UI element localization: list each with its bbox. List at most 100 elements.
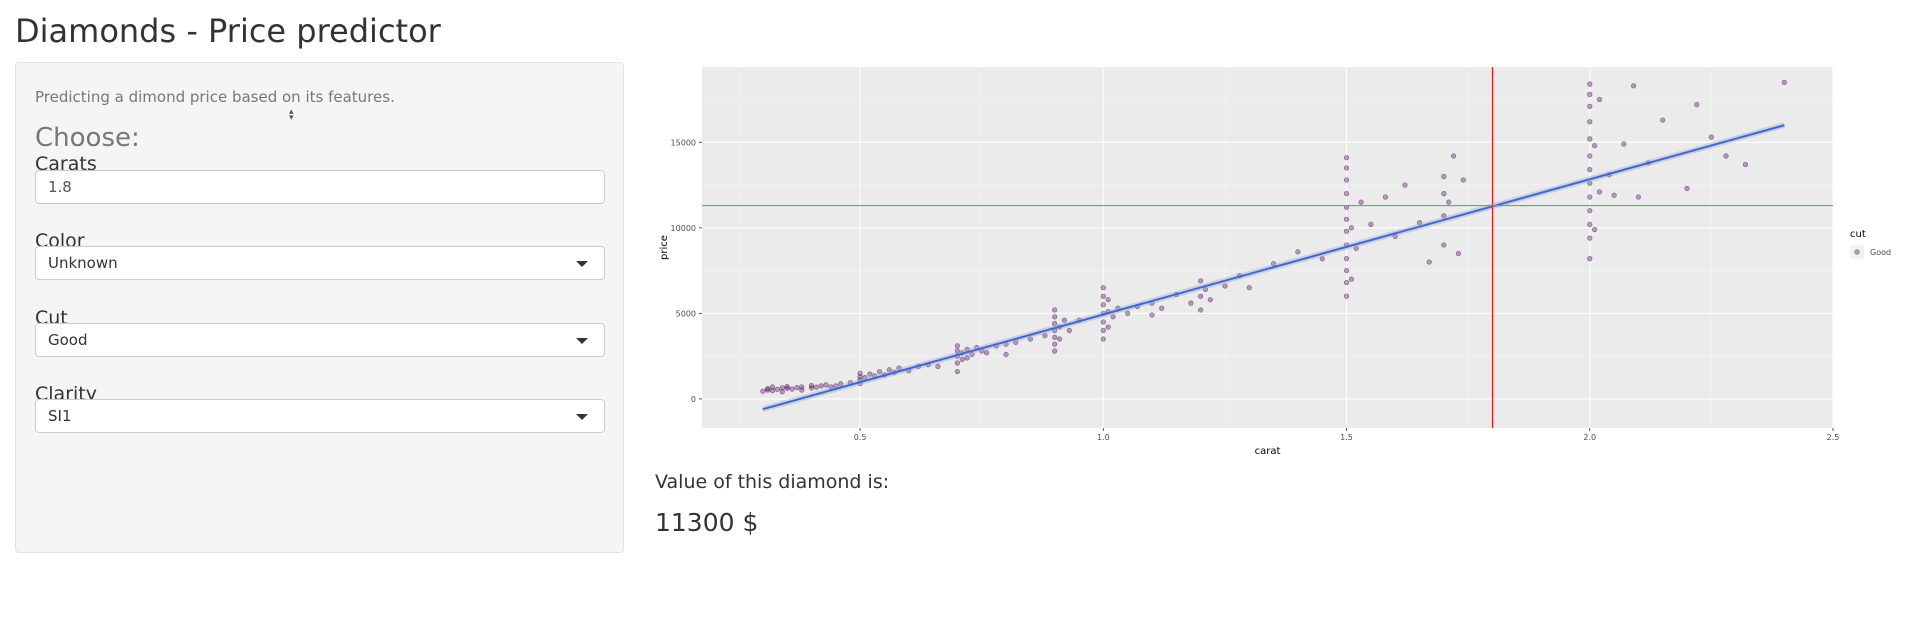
data-point bbox=[1630, 83, 1637, 89]
data-point bbox=[954, 343, 960, 349]
data-point bbox=[1426, 259, 1432, 265]
data-point bbox=[1100, 285, 1106, 291]
y-tick-label: 5000 bbox=[676, 309, 696, 318]
data-point bbox=[1441, 173, 1447, 180]
clarity-select[interactable]: SI1 bbox=[35, 399, 605, 433]
y-axis-title: price bbox=[659, 235, 670, 260]
data-point bbox=[1100, 336, 1106, 342]
data-point bbox=[1596, 189, 1603, 195]
data-point bbox=[1402, 182, 1408, 188]
data-point bbox=[769, 388, 776, 394]
data-point bbox=[1027, 336, 1033, 342]
data-point bbox=[1052, 341, 1058, 347]
data-point bbox=[1343, 155, 1350, 161]
data-point bbox=[1416, 220, 1423, 226]
data-point bbox=[1368, 221, 1374, 228]
data-point bbox=[1708, 134, 1714, 140]
data-point bbox=[1056, 336, 1063, 342]
data-point bbox=[1100, 293, 1106, 299]
data-point bbox=[774, 386, 780, 392]
data-point bbox=[1596, 96, 1603, 103]
data-point bbox=[1592, 226, 1598, 233]
data-point bbox=[1246, 285, 1252, 291]
data-point bbox=[1587, 91, 1593, 97]
data-point bbox=[1441, 242, 1447, 248]
data-point bbox=[1592, 143, 1598, 149]
data-point bbox=[1052, 334, 1058, 340]
data-point bbox=[1149, 312, 1155, 318]
x-axis-title: carat bbox=[1255, 446, 1281, 457]
x-tick-label: 1.5 bbox=[1340, 433, 1353, 442]
predicted-value: 11300 $ bbox=[655, 508, 758, 537]
data-point bbox=[808, 382, 815, 389]
data-point bbox=[1343, 228, 1350, 234]
data-point bbox=[1013, 339, 1019, 346]
data-point bbox=[867, 371, 873, 377]
data-point bbox=[765, 386, 771, 392]
data-point bbox=[1125, 310, 1131, 316]
data-point bbox=[769, 384, 776, 390]
color-select[interactable]: Unknown bbox=[35, 246, 605, 280]
x-tick-label: 2.5 bbox=[1827, 433, 1840, 442]
data-point bbox=[959, 356, 965, 363]
data-point bbox=[857, 370, 863, 376]
data-point bbox=[1343, 177, 1350, 183]
data-point bbox=[794, 385, 800, 391]
data-point bbox=[954, 348, 960, 354]
data-point bbox=[1295, 249, 1301, 255]
data-point bbox=[823, 382, 829, 388]
data-point bbox=[1052, 314, 1058, 320]
legend-title: cut bbox=[1850, 229, 1866, 240]
predicted-value-number: 11300 bbox=[655, 508, 735, 537]
data-point bbox=[1207, 297, 1213, 303]
y-tick-label: 0 bbox=[691, 395, 696, 404]
data-point bbox=[1587, 167, 1593, 173]
data-point bbox=[1781, 79, 1787, 85]
data-point bbox=[1587, 180, 1593, 186]
data-point bbox=[1222, 283, 1228, 289]
data-point bbox=[969, 351, 975, 358]
data-point bbox=[1319, 256, 1325, 262]
data-point bbox=[964, 355, 970, 361]
data-point bbox=[1100, 319, 1106, 325]
data-point bbox=[1343, 267, 1350, 274]
chevron-down-icon bbox=[576, 338, 588, 344]
data-point bbox=[876, 368, 883, 375]
data-point bbox=[1042, 333, 1048, 339]
carats-input[interactable] bbox=[35, 170, 605, 204]
data-point bbox=[1348, 276, 1355, 282]
data-point bbox=[760, 388, 766, 394]
data-point bbox=[1198, 293, 1204, 299]
clarity-selected-value: SI1 bbox=[48, 407, 72, 425]
y-tick-label: 10000 bbox=[671, 224, 696, 233]
fit-line bbox=[762, 124, 1785, 411]
data-point bbox=[1343, 216, 1350, 222]
data-point bbox=[1052, 307, 1058, 313]
data-point bbox=[1061, 317, 1068, 323]
data-point bbox=[784, 385, 790, 391]
data-point bbox=[765, 387, 771, 393]
data-point bbox=[1198, 307, 1204, 313]
choose-heading: Choose: bbox=[35, 123, 140, 153]
data-point bbox=[799, 387, 805, 393]
data-point bbox=[1105, 324, 1111, 330]
cut-select[interactable]: Good bbox=[35, 323, 605, 357]
data-point bbox=[1343, 191, 1350, 197]
y-tick-label: 15000 bbox=[671, 138, 696, 147]
page-title: Diamonds - Price predictor bbox=[15, 12, 441, 50]
x-tick-label: 1.0 bbox=[1097, 433, 1110, 442]
data-point bbox=[1100, 327, 1106, 334]
chevron-down-icon bbox=[576, 261, 588, 267]
data-point bbox=[1052, 321, 1058, 327]
data-point bbox=[1587, 256, 1593, 262]
data-point bbox=[1441, 213, 1447, 219]
data-point bbox=[1587, 221, 1593, 228]
data-point bbox=[1110, 314, 1116, 320]
data-point bbox=[1441, 191, 1447, 197]
sort-arrows-icon: ▴ ▾ bbox=[289, 107, 294, 123]
data-point bbox=[1587, 235, 1593, 241]
data-point bbox=[1587, 194, 1593, 200]
data-point bbox=[1100, 302, 1106, 308]
sidebar-panel: Predicting a dimond price based on its f… bbox=[15, 62, 624, 553]
data-point bbox=[779, 389, 785, 395]
